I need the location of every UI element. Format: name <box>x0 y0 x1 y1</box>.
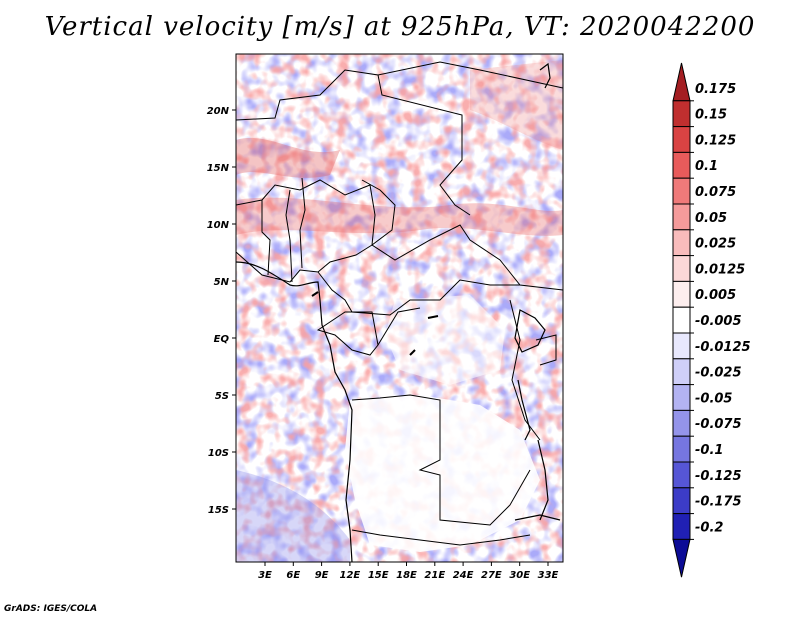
colorbar-label: -0.175 <box>695 495 742 510</box>
colorbar-label: 0.005 <box>695 288 736 303</box>
colorbar-swatch <box>672 384 691 411</box>
lon-tick-label: 27E <box>481 570 502 581</box>
colorbar-label: -0.005 <box>695 314 742 329</box>
lon-tick-label: 6E <box>286 570 300 581</box>
colorbar-bottom-arrow <box>672 538 691 578</box>
colorbar-label: 0.175 <box>695 82 736 97</box>
colorbar-swatch <box>672 203 691 231</box>
colorbar-label: 0.075 <box>695 185 736 200</box>
lat-tick-label: 20N <box>207 106 230 117</box>
coastlines <box>236 62 561 562</box>
colorbar-swatch <box>672 409 691 437</box>
colorbar-swatch <box>672 487 691 515</box>
colorbar-top-arrow <box>672 62 691 102</box>
colorbar-label: 0.0125 <box>695 262 745 277</box>
colorbar-label: 0.125 <box>695 133 736 148</box>
lon-tick-label: 3E <box>258 570 272 581</box>
colorbar-swatch <box>672 100 691 128</box>
colorbar-label: -0.1 <box>695 443 723 458</box>
blue-band-southwest <box>236 470 350 562</box>
lon-tick-label: 21E <box>424 570 445 581</box>
colorbar-swatch <box>672 435 691 463</box>
colorbar-label: -0.2 <box>695 520 723 535</box>
colorbar: 0.175 0.15 0.125 0.1 0.075 0.05 0.025 0.0125 0.0… <box>672 62 751 578</box>
grads-credit: GrADS: IGES/COLA <box>4 604 98 614</box>
red-band-sahel <box>236 197 563 236</box>
lat-tick-label: 10S <box>208 448 229 459</box>
colorbar-swatch <box>672 358 691 386</box>
calm-region-congo <box>385 295 505 385</box>
colorbar-swatch <box>672 126 691 153</box>
colorbar-label: -0.05 <box>695 391 732 406</box>
lon-tick-label: 15E <box>368 570 389 581</box>
map-panel <box>236 54 563 562</box>
colorbar-label: 0.1 <box>695 159 718 174</box>
red-band-northwest <box>236 137 340 178</box>
colorbar-label: 0.025 <box>695 237 736 252</box>
colorbar-swatch <box>672 229 691 257</box>
country-borders <box>236 61 563 546</box>
calm-region-south <box>345 395 540 552</box>
colorbar-swatch <box>672 306 691 334</box>
lat-tick-label: EQ <box>214 334 230 345</box>
lon-tick-label: 12E <box>340 570 361 581</box>
colorbar-swatch <box>672 513 691 540</box>
colorbar-label: -0.075 <box>695 417 742 432</box>
colorbar-label: -0.025 <box>695 366 742 381</box>
colorbar-label: -0.0125 <box>695 340 751 355</box>
latitude-axis: 20N 15N 10N 5N EQ 5S 10S 15S <box>207 106 236 516</box>
lat-tick-label: 15N <box>207 163 230 174</box>
longitude-axis: 3E 6E 9E 12E 15E 18E 21E 24E 27E 30E 33E <box>258 562 559 581</box>
lat-tick-label: 15S <box>208 505 229 516</box>
lon-tick-label: 33E <box>538 570 559 581</box>
colorbar-label: -0.125 <box>695 469 742 484</box>
lon-tick-label: 9E <box>315 570 329 581</box>
colorbar-swatch <box>672 255 691 282</box>
lon-tick-label: 18E <box>396 570 417 581</box>
lat-tick-label: 5N <box>214 277 230 288</box>
colorbar-swatch <box>672 177 691 205</box>
colorbar-label: 0.15 <box>695 108 727 123</box>
colorbar-label: 0.05 <box>695 211 727 226</box>
colorbar-swatch <box>672 151 691 179</box>
map-frame <box>235 53 564 563</box>
colorbar-swatch <box>672 332 691 360</box>
colorbar-swatch <box>672 461 691 489</box>
lon-tick-label: 30E <box>509 570 530 581</box>
lat-tick-label: 10N <box>207 220 230 231</box>
chart-title: Vertical velocity [m/s] at 925hPa, VT: 2… <box>44 12 756 42</box>
lat-tick-label: 5S <box>215 391 229 402</box>
lon-tick-label: 24E <box>453 570 474 581</box>
colorbar-swatch <box>672 280 691 308</box>
